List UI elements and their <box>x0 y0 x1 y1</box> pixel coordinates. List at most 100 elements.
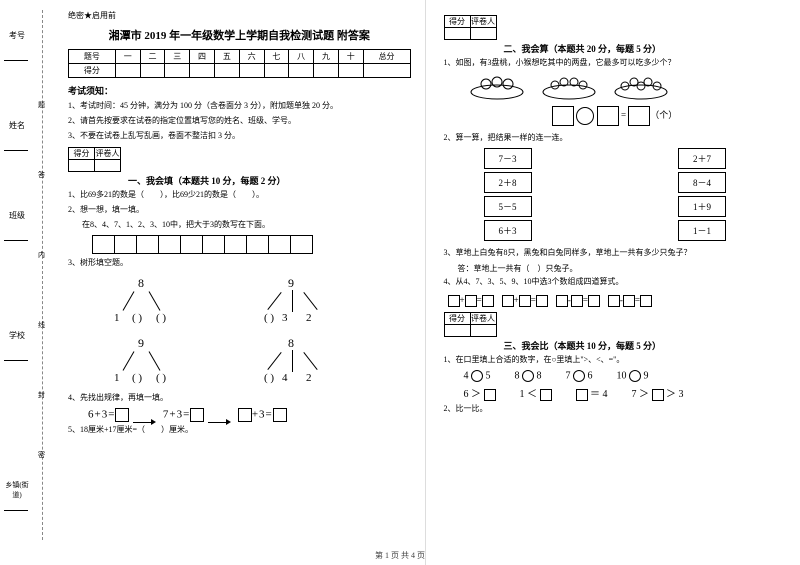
tree-leaf: 3 <box>282 312 288 324</box>
bind-label: 学校 <box>2 330 32 341</box>
seal-char: 题 <box>38 100 45 110</box>
q1-2a: 2、想一想，填一填。 <box>68 204 411 217</box>
q3-1: 1、在口里填上合适的数字，在○里填上">、<、="。 <box>444 354 787 367</box>
bind-line <box>4 60 28 61</box>
notice-header: 考试须知： <box>68 84 411 97</box>
tree-leaf: 2 <box>306 372 312 384</box>
score-box: 得分评卷人 <box>444 312 497 337</box>
eq-text: 6+3= <box>88 409 115 421</box>
section2-title: 二、我会算（本题共 20 分，每题 5 分） <box>504 42 787 55</box>
eq-text: 7+3= <box>163 409 190 421</box>
match-box: 2＋8 <box>484 172 532 193</box>
tree-leaf: ( ) <box>132 312 142 324</box>
four-equations: += += -= -= <box>448 295 787 307</box>
sc-cell: 九 <box>314 50 339 64</box>
match-row: 5－51＋9 <box>484 196 727 217</box>
sc-cell: 题号 <box>69 50 116 64</box>
sc-cell: 二 <box>140 50 165 64</box>
sc-cell: 六 <box>239 50 264 64</box>
calc-equation: = （个） <box>444 106 787 126</box>
tree-leaf: 1 <box>114 312 120 324</box>
tree-leaf: ( ) <box>132 372 142 384</box>
notice-line: 3、不要在试卷上乱写乱画，卷面不整洁扣 3 分。 <box>68 130 411 143</box>
q1-3: 3、树形填空题。 <box>68 257 411 270</box>
q1-2b: 在8、4、7、1、2、3、10中，把大于3的数写在下面。 <box>82 219 411 232</box>
tree-diagram: 8 ( ) 4 2 <box>248 336 338 390</box>
tree-leaf: ( ) <box>264 372 274 384</box>
q1-4: 4、先找出规律，再填一填。 <box>68 392 411 405</box>
q1-1: 1、比69多21的数是（ ），比69少21的数是（ ）。 <box>68 189 411 202</box>
dash-line <box>42 10 43 540</box>
sc-cell: 得分 <box>69 64 116 78</box>
tree-leaf: 4 <box>282 372 288 384</box>
bind-label: 考号 <box>2 30 32 41</box>
match-row: 7－32＋7 <box>484 148 727 169</box>
score-table: 题号 一 二 三 四 五 六 七 八 九 十 总分 得分 <box>68 49 411 78</box>
tree-row: 9 1 ( ) ( ) 8 ( ) 4 2 <box>98 336 411 390</box>
seal-char: 封 <box>38 390 45 400</box>
plate-icon <box>468 74 526 100</box>
eq-text: +3= <box>252 409 273 421</box>
tree-diagram: 8 1 ( ) ( ) <box>98 276 188 330</box>
compare-row: 6 ＞ 1 ＜ ＝ 4 7 ＞ ＞ 3 <box>464 385 787 401</box>
bind-line <box>4 240 28 241</box>
q2-2: 2、算一算，把结果一样的连一连。 <box>444 132 787 145</box>
seal-char: 密 <box>38 450 45 460</box>
match-box: 1－1 <box>678 220 726 241</box>
match-box: 2＋7 <box>678 148 726 169</box>
pf-cell: 评卷人 <box>95 148 121 160</box>
q3-2: 2、比一比。 <box>444 403 787 416</box>
tree-leaf: ( ) <box>156 312 166 324</box>
bind-label: 班级 <box>2 210 32 221</box>
tree-diagram: 9 ( ) 3 2 <box>248 276 338 330</box>
notice-line: 1、考试时间：45 分钟，满分为 100 分（含卷面分 3 分），附加题单独 2… <box>68 100 411 113</box>
notice-line: 2、请首先按要求在试卷的指定位置填写您的姓名、班级、学号。 <box>68 115 411 128</box>
tree-top: 9 <box>138 336 144 351</box>
bind-label: 姓名 <box>2 120 32 131</box>
pattern-equation: 6+3= 7+3= +3= <box>88 408 411 422</box>
q2-4: 4、从4、7、3、5、9、10中选3个数组成四道算式。 <box>444 276 787 289</box>
tree-row: 8 1 ( ) ( ) 9 ( ) 3 2 <box>98 276 411 330</box>
seal-char: 内 <box>38 250 45 260</box>
right-column: 得分评卷人 二、我会算（本题共 20 分，每题 5 分） 1、如图，有3盘桃，小… <box>425 0 800 565</box>
pf-cell: 评卷人 <box>470 16 496 28</box>
page-footer: 第 1 页 共 4 页 <box>0 550 800 561</box>
tree-leaf: 1 <box>114 372 120 384</box>
tree-diagram: 9 1 ( ) ( ) <box>98 336 188 390</box>
bind-line <box>4 360 28 361</box>
tree-leaf: ( ) <box>156 372 166 384</box>
exam-title: 湘潭市 2019 年一年级数学上学期自我检测试题 附答案 <box>68 27 411 43</box>
q1-5: 5、18厘米+17厘米=（ ）厘米。 <box>68 424 411 437</box>
peach-plates <box>468 74 787 100</box>
seal-char: 答 <box>38 170 45 180</box>
secret-label: 绝密★启用前 <box>68 10 411 21</box>
pf-cell: 得分 <box>69 148 95 160</box>
sc-cell: 一 <box>115 50 140 64</box>
pf-cell: 评卷人 <box>470 313 496 325</box>
q2-3: 3、草地上白兔有8只，黑兔和白兔同样多，草地上一共有多少只兔子？ <box>444 247 787 260</box>
unit-label: （个） <box>650 110 677 120</box>
section1-title: 一、我会填（本题共 10 分，每题 2 分） <box>128 174 411 187</box>
tree-top: 8 <box>288 336 294 351</box>
plate-icon <box>612 74 670 100</box>
section3-title: 三、我会比（本题共 10 分，每题 5 分） <box>504 339 787 352</box>
sc-cell: 三 <box>165 50 190 64</box>
match-box: 8－4 <box>678 172 726 193</box>
sc-cell: 七 <box>264 50 289 64</box>
bind-line <box>4 510 28 511</box>
match-row: 2＋8 8－4 <box>484 172 727 193</box>
tree-top: 9 <box>288 276 294 291</box>
seal-char: 线 <box>38 320 45 330</box>
bind-line <box>4 150 28 151</box>
bind-label: 乡镇(街道) <box>2 480 32 500</box>
match-box: 6＋3 <box>484 220 532 241</box>
q2-3-answer: 答：草地上一共有（ ）只兔子。 <box>458 263 787 274</box>
sc-cell: 五 <box>214 50 239 64</box>
score-box: 得分评卷人 <box>444 15 497 40</box>
tree-top: 8 <box>138 276 144 291</box>
score-box: 得分评卷人 <box>68 147 121 172</box>
match-row: 6＋3 1－1 <box>484 220 727 241</box>
match-box: 1＋9 <box>678 196 726 217</box>
binding-margin: 考号 姓名 班级 学校 乡镇(街道) 题 答 内 线 封 密 <box>0 0 60 565</box>
pf-cell: 得分 <box>444 16 470 28</box>
